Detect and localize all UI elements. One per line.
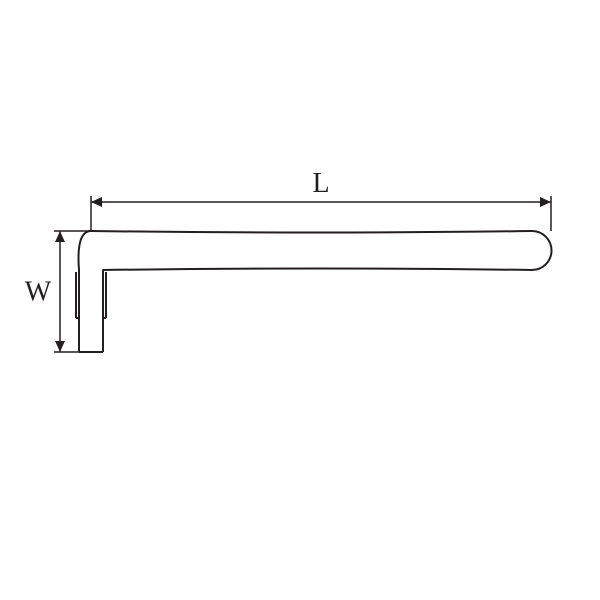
- tool-handle-outline: [91, 231, 552, 270]
- dim-l-arrow-right: [540, 197, 551, 207]
- dim-w-arrow-top: [55, 231, 65, 242]
- dim-w-arrow-bottom: [55, 341, 65, 352]
- dim-w-label: W: [25, 277, 52, 308]
- tool-bend-outline: [79, 231, 92, 270]
- dim-l-label: L: [312, 168, 329, 199]
- technical-drawing: LW: [0, 0, 600, 600]
- dim-l-arrow-left: [91, 197, 102, 207]
